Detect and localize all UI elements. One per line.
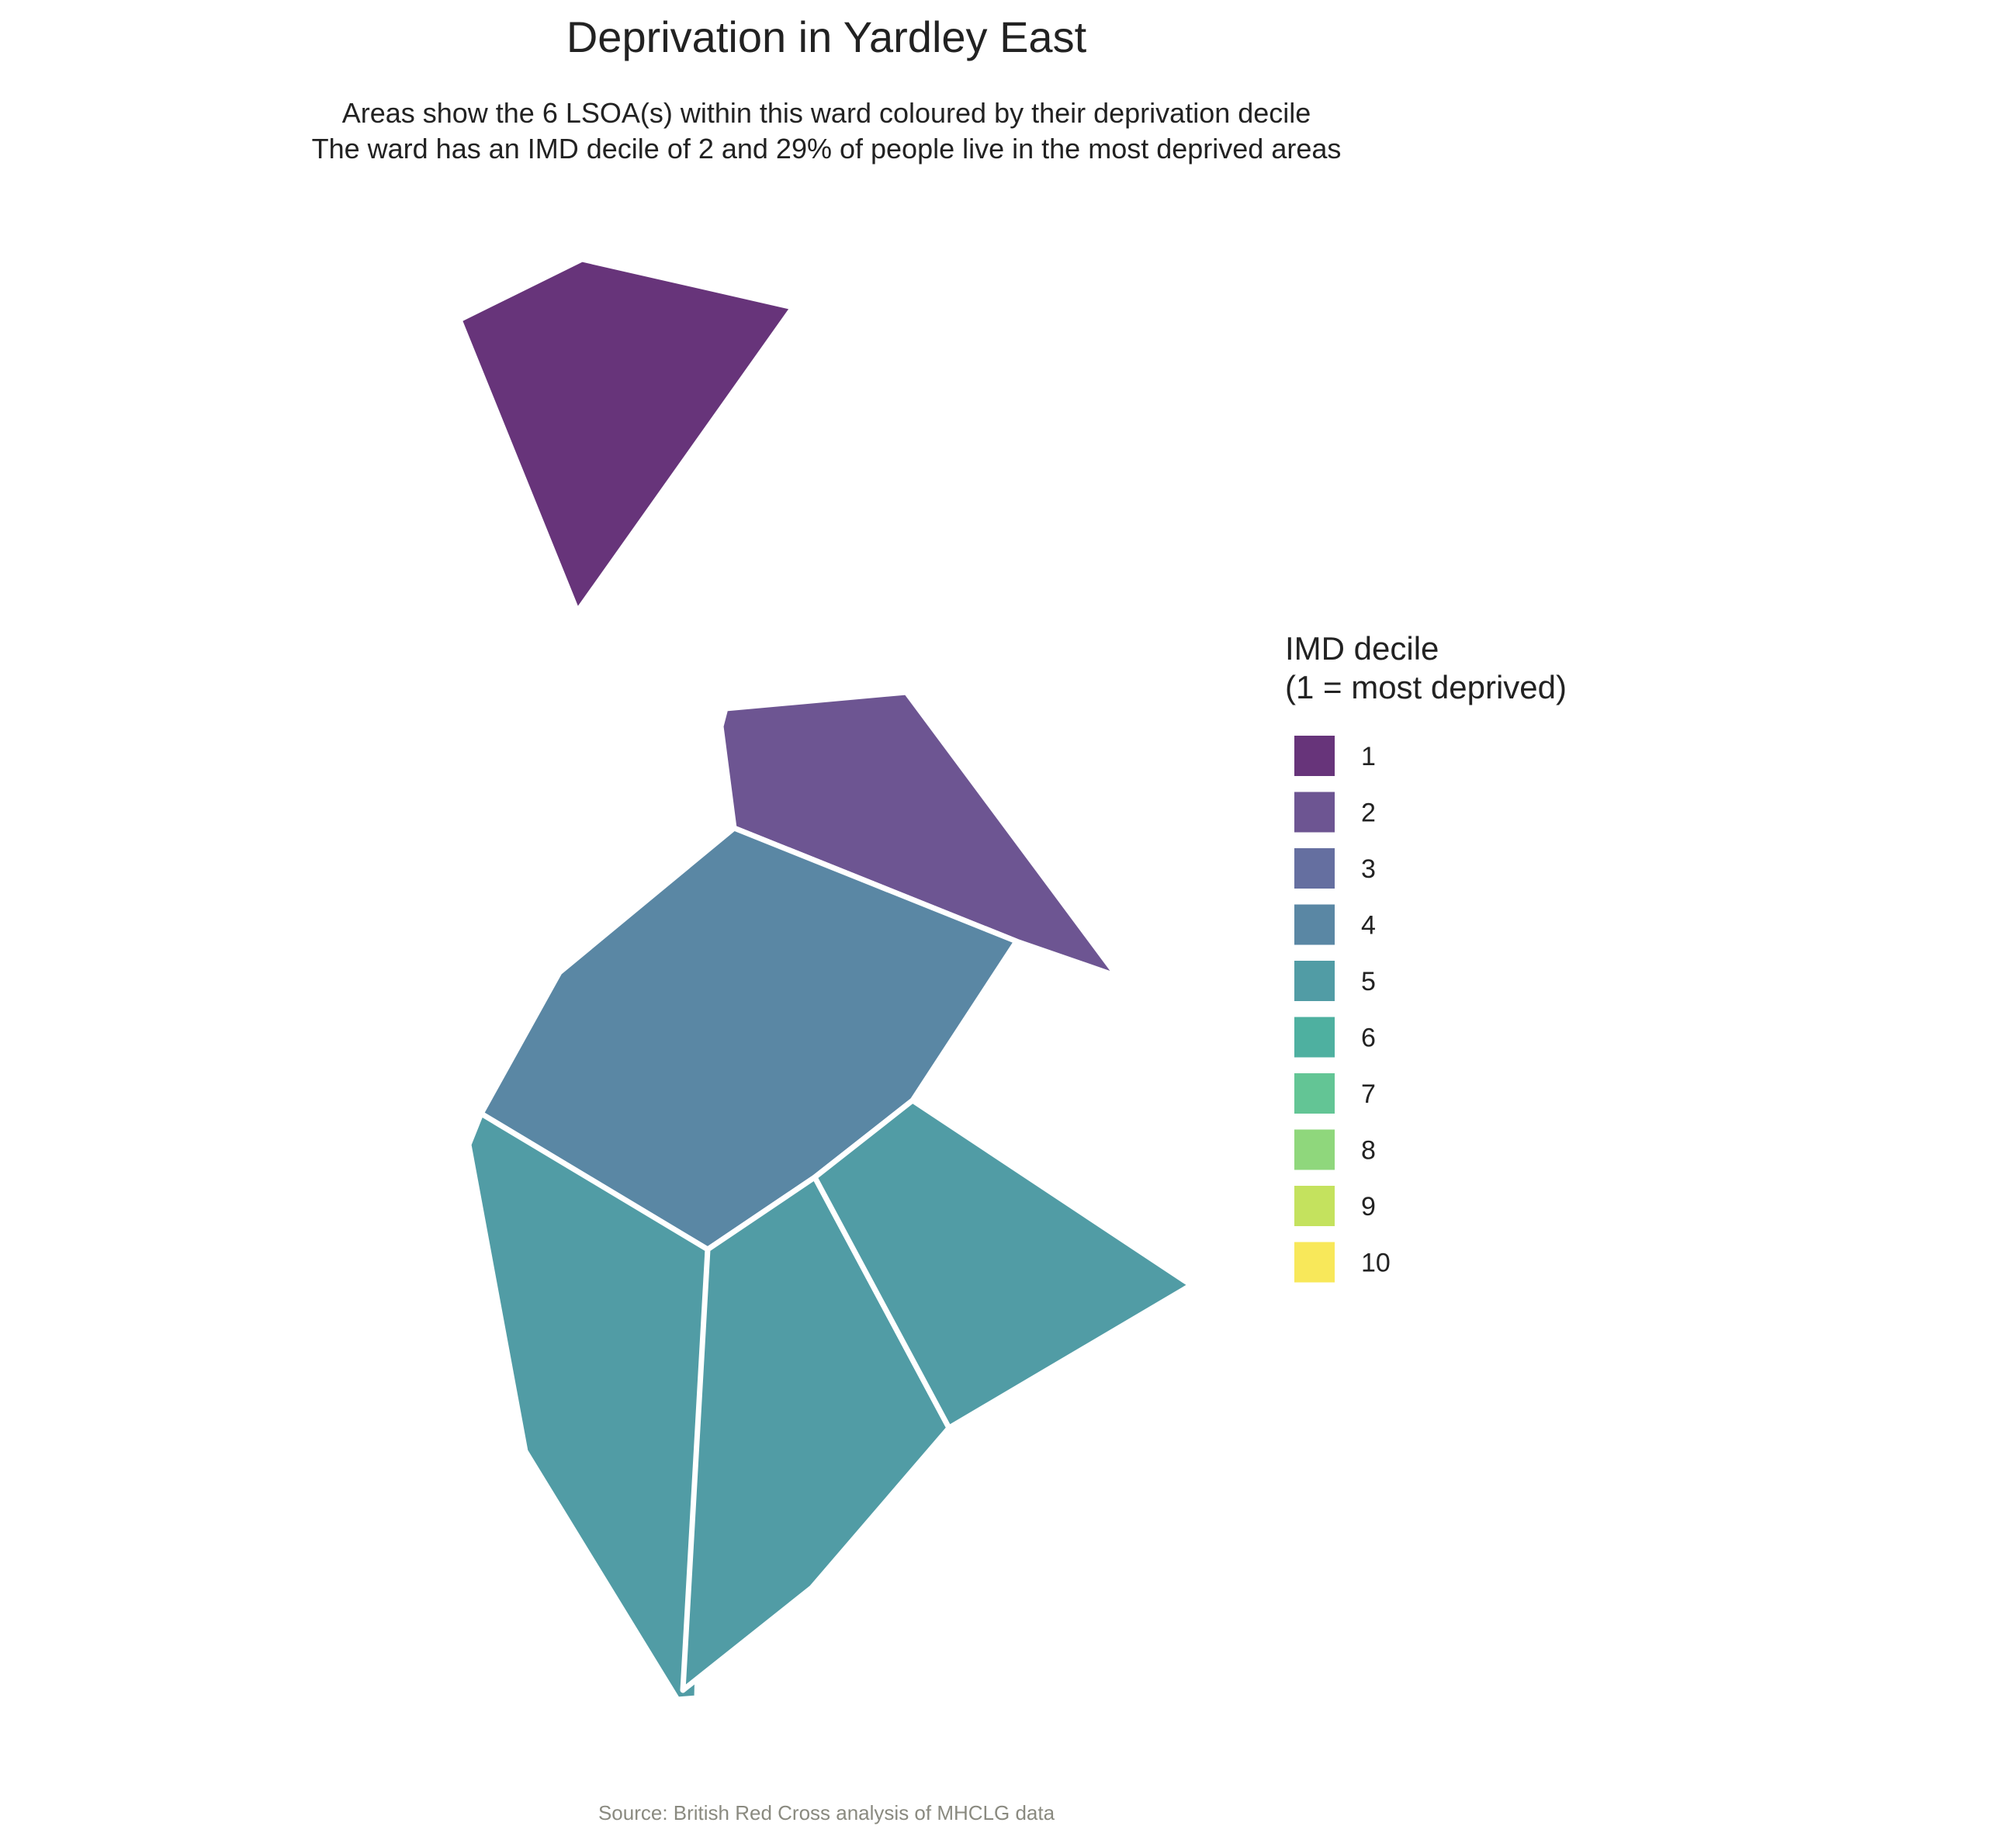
legend-label-4: 4 xyxy=(1361,911,1376,941)
lsoa-area xyxy=(812,1097,1194,1431)
legend-key-10 xyxy=(1294,1242,1335,1283)
legend-label-6: 6 xyxy=(1361,1024,1376,1053)
legend-items: 1 2 3 4 5 6 7 8 9 10 xyxy=(1294,736,1391,1283)
legend-key-4 xyxy=(1294,904,1335,945)
legend-key-8 xyxy=(1294,1129,1335,1170)
legend-key-2 xyxy=(1294,792,1335,833)
legend-label-9: 9 xyxy=(1361,1192,1376,1221)
legend-label-10: 10 xyxy=(1361,1249,1391,1278)
legend-key-3 xyxy=(1294,848,1335,889)
chart-subtitle-line-1: Areas show the 6 LSOA(s) within this war… xyxy=(342,97,1311,129)
chart-subtitle-line-2: The ward has an IMD decile of 2 and 29% … xyxy=(312,133,1342,165)
legend-key-9 xyxy=(1294,1186,1335,1226)
legend-key-1 xyxy=(1294,736,1335,776)
legend-title-line-1: IMD decile xyxy=(1285,630,1439,667)
legend-key-6 xyxy=(1294,1017,1335,1058)
legend: IMD decile (1 = most deprived) 1 2 3 4 5 6 7 8 9… xyxy=(1285,630,1567,1283)
legend-label-2: 2 xyxy=(1361,799,1376,828)
source-caption: Source: British Red Cross analysis of MH… xyxy=(598,1801,1055,1824)
lsoa-area xyxy=(456,256,796,615)
chart-title: Deprivation in Yardley East xyxy=(566,12,1087,61)
legend-label-7: 7 xyxy=(1361,1079,1376,1109)
legend-key-7 xyxy=(1294,1073,1335,1114)
legend-label-8: 8 xyxy=(1361,1136,1376,1166)
lsoa-areas xyxy=(456,256,1194,1703)
legend-title-line-2: (1 = most deprived) xyxy=(1285,669,1567,705)
legend-label-1: 1 xyxy=(1361,742,1376,771)
legend-label-5: 5 xyxy=(1361,967,1376,996)
legend-key-5 xyxy=(1294,961,1335,1001)
legend-label-3: 3 xyxy=(1361,854,1376,884)
